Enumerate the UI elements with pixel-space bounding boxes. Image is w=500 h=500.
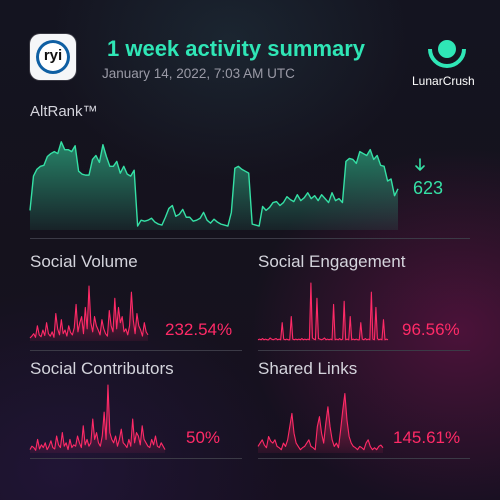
altrank-area — [30, 142, 398, 230]
down-arrow-icon — [414, 158, 426, 172]
social-engagement-value: 96.56% — [402, 320, 460, 340]
social-volume-value: 232.54% — [165, 320, 232, 340]
social-volume-divider — [30, 350, 242, 351]
shared-links-value: 145.61% — [393, 428, 460, 448]
social-volume-chart — [30, 278, 148, 341]
altrank-label: AltRank™ — [30, 103, 98, 120]
social-volume-label: Social Volume — [30, 252, 138, 272]
shared-links-chart — [258, 385, 383, 453]
altrank-chart — [30, 130, 398, 230]
brand-name[interactable]: LunarCrush — [412, 74, 475, 88]
social-contributors-series-line — [30, 385, 165, 450]
page-title: 1 week activity summary — [107, 36, 365, 62]
social-engagement-label: Social Engagement — [258, 252, 405, 272]
social-engagement-area — [258, 283, 388, 341]
lunarcrush-logo-icon[interactable] — [427, 29, 467, 69]
app-icon-text: ryi — [39, 43, 67, 71]
social-engagement-divider — [258, 350, 470, 351]
social-engagement-chart — [258, 278, 388, 341]
altrank-value: 623 — [413, 178, 443, 199]
social-engagement-series-line — [258, 283, 388, 340]
timestamp: January 14, 2022, 7:03 AM UTC — [102, 66, 295, 81]
social-contributors-value: 50% — [186, 428, 220, 448]
social-contributors-divider — [30, 458, 242, 459]
social-contributors-chart — [30, 383, 165, 453]
social-contributors-label: Social Contributors — [30, 359, 174, 379]
app-icon[interactable]: ryi — [30, 34, 76, 80]
shared-links-label: Shared Links — [258, 359, 357, 379]
shared-links-divider — [258, 458, 470, 459]
altrank-divider — [30, 238, 470, 239]
